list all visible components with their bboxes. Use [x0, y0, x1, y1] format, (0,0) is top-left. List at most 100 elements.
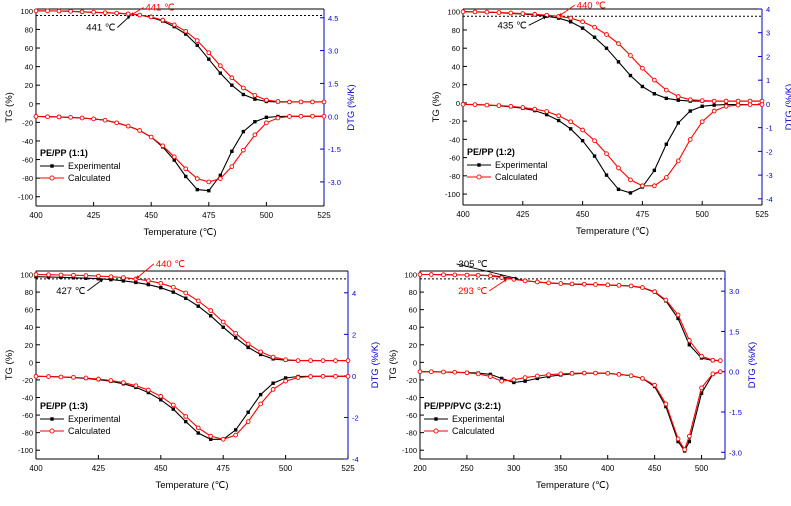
data-point-calculated — [287, 99, 292, 105]
x-axis-label: Temperature (℃) — [144, 227, 217, 238]
data-point-experimental — [676, 439, 680, 444]
x-axis-label: Temperature (℃) — [156, 480, 229, 491]
data-point-calculated — [723, 103, 729, 109]
data-point-calculated — [522, 278, 528, 284]
y-tick-label: 20 — [25, 81, 33, 90]
y-tick-label: -100 — [402, 446, 417, 455]
x-tick-label: 475 — [202, 211, 216, 220]
x-tick-label: 400 — [456, 210, 470, 219]
data-point-calculated — [194, 176, 200, 181]
data-point-calculated — [580, 127, 585, 133]
data-point-experimental — [233, 336, 238, 340]
data-point-experimental — [246, 345, 250, 350]
data-point-experimental — [233, 428, 238, 432]
legend-marker — [49, 175, 55, 181]
legend-marker — [477, 163, 481, 167]
data-point-calculated — [592, 138, 597, 144]
data-point-experimental — [253, 120, 257, 124]
data-point-calculated — [206, 179, 212, 185]
data-point-experimental — [687, 343, 692, 347]
data-point-calculated — [472, 9, 478, 15]
data-point-calculated — [417, 272, 423, 277]
annotation-arrowhead — [558, 12, 563, 17]
y2-tick-label: -2 — [766, 147, 773, 156]
data-point-experimental — [207, 188, 211, 193]
data-point-calculated — [233, 432, 239, 438]
x-tick-label: 425 — [516, 210, 530, 219]
data-point-calculated — [569, 370, 575, 376]
data-point-experimental — [246, 410, 250, 414]
y-tick-label: 100 — [404, 271, 417, 280]
annotation-arrow — [489, 278, 508, 292]
y-tick-label: 0 — [29, 358, 33, 367]
data-point-experimental — [676, 121, 680, 125]
data-point-experimental — [159, 285, 163, 290]
y2-tick-label: 0.0 — [328, 112, 338, 121]
y2-tick-label: 3.0 — [729, 287, 739, 296]
data-point-calculated — [298, 113, 304, 119]
annotation-arrowhead — [126, 15, 131, 20]
data-point-calculated — [687, 97, 693, 103]
data-point-calculated — [333, 358, 338, 363]
data-point-calculated — [499, 275, 504, 280]
y2-tick-label: 4 — [766, 5, 770, 14]
data-point-calculated — [460, 102, 466, 107]
data-point-calculated — [484, 102, 490, 108]
data-point-calculated — [699, 353, 704, 359]
legend-label-experimental: Experimental — [452, 414, 505, 424]
series-line-calculated-right — [420, 371, 721, 451]
data-point-calculated — [544, 12, 550, 18]
data-point-calculated — [217, 63, 223, 69]
data-point-calculated — [532, 11, 538, 17]
data-point-calculated — [46, 374, 51, 379]
y-tick-label: 100 — [20, 7, 33, 16]
data-point-calculated — [68, 114, 73, 120]
data-point-experimental — [184, 296, 188, 300]
data-point-calculated — [747, 102, 753, 107]
y-tick-label: 40 — [409, 323, 417, 332]
annotation-label: 293 ℃ — [458, 286, 487, 297]
data-point-experimental — [568, 20, 573, 24]
data-point-experimental — [218, 71, 223, 75]
data-point-calculated — [687, 137, 693, 142]
data-point-calculated — [652, 289, 657, 294]
y2-tick-label: 4.5 — [328, 14, 338, 23]
data-point-calculated — [170, 284, 176, 290]
data-point-calculated — [121, 275, 126, 280]
data-point-calculated — [520, 11, 526, 16]
y2-tick-label: -4 — [352, 455, 359, 464]
y2-tick-label: 1 — [766, 76, 770, 85]
data-point-calculated — [206, 50, 212, 56]
data-point-calculated — [675, 158, 681, 164]
data-point-experimental — [258, 352, 263, 357]
y-tick-label: -100 — [445, 190, 460, 199]
data-point-calculated — [137, 128, 143, 133]
data-point-calculated — [640, 285, 645, 290]
data-point-calculated — [56, 8, 62, 14]
data-point-calculated — [616, 372, 622, 377]
y2-tick-label: -4 — [766, 195, 773, 204]
data-point-calculated — [652, 77, 657, 83]
x-tick-label: 400 — [29, 464, 43, 473]
data-point-calculated — [345, 373, 351, 379]
annotation-arrow — [456, 263, 519, 280]
annotation-arrow — [135, 263, 155, 280]
data-point-calculated — [68, 8, 73, 14]
panel-1: 400 425 450 475 500 525 100 80 60 40 20 0 -20 -40 -60 -… — [4, 3, 357, 238]
data-point-calculated — [194, 38, 200, 43]
x-tick-label: 425 — [92, 464, 106, 473]
y2-tick-label: -1.5 — [328, 145, 341, 154]
x-tick-label: 500 — [260, 211, 274, 220]
data-point-experimental — [652, 92, 657, 96]
data-point-calculated — [496, 10, 502, 15]
data-point-calculated — [45, 114, 50, 120]
data-point-calculated — [320, 358, 326, 363]
data-point-calculated — [102, 10, 108, 16]
data-point-calculated — [616, 282, 622, 288]
x-tick-label: 525 — [317, 211, 331, 220]
data-point-experimental — [283, 376, 288, 380]
data-point-experimental — [241, 129, 246, 134]
data-point-calculated — [345, 358, 351, 363]
data-point-calculated — [640, 376, 645, 381]
